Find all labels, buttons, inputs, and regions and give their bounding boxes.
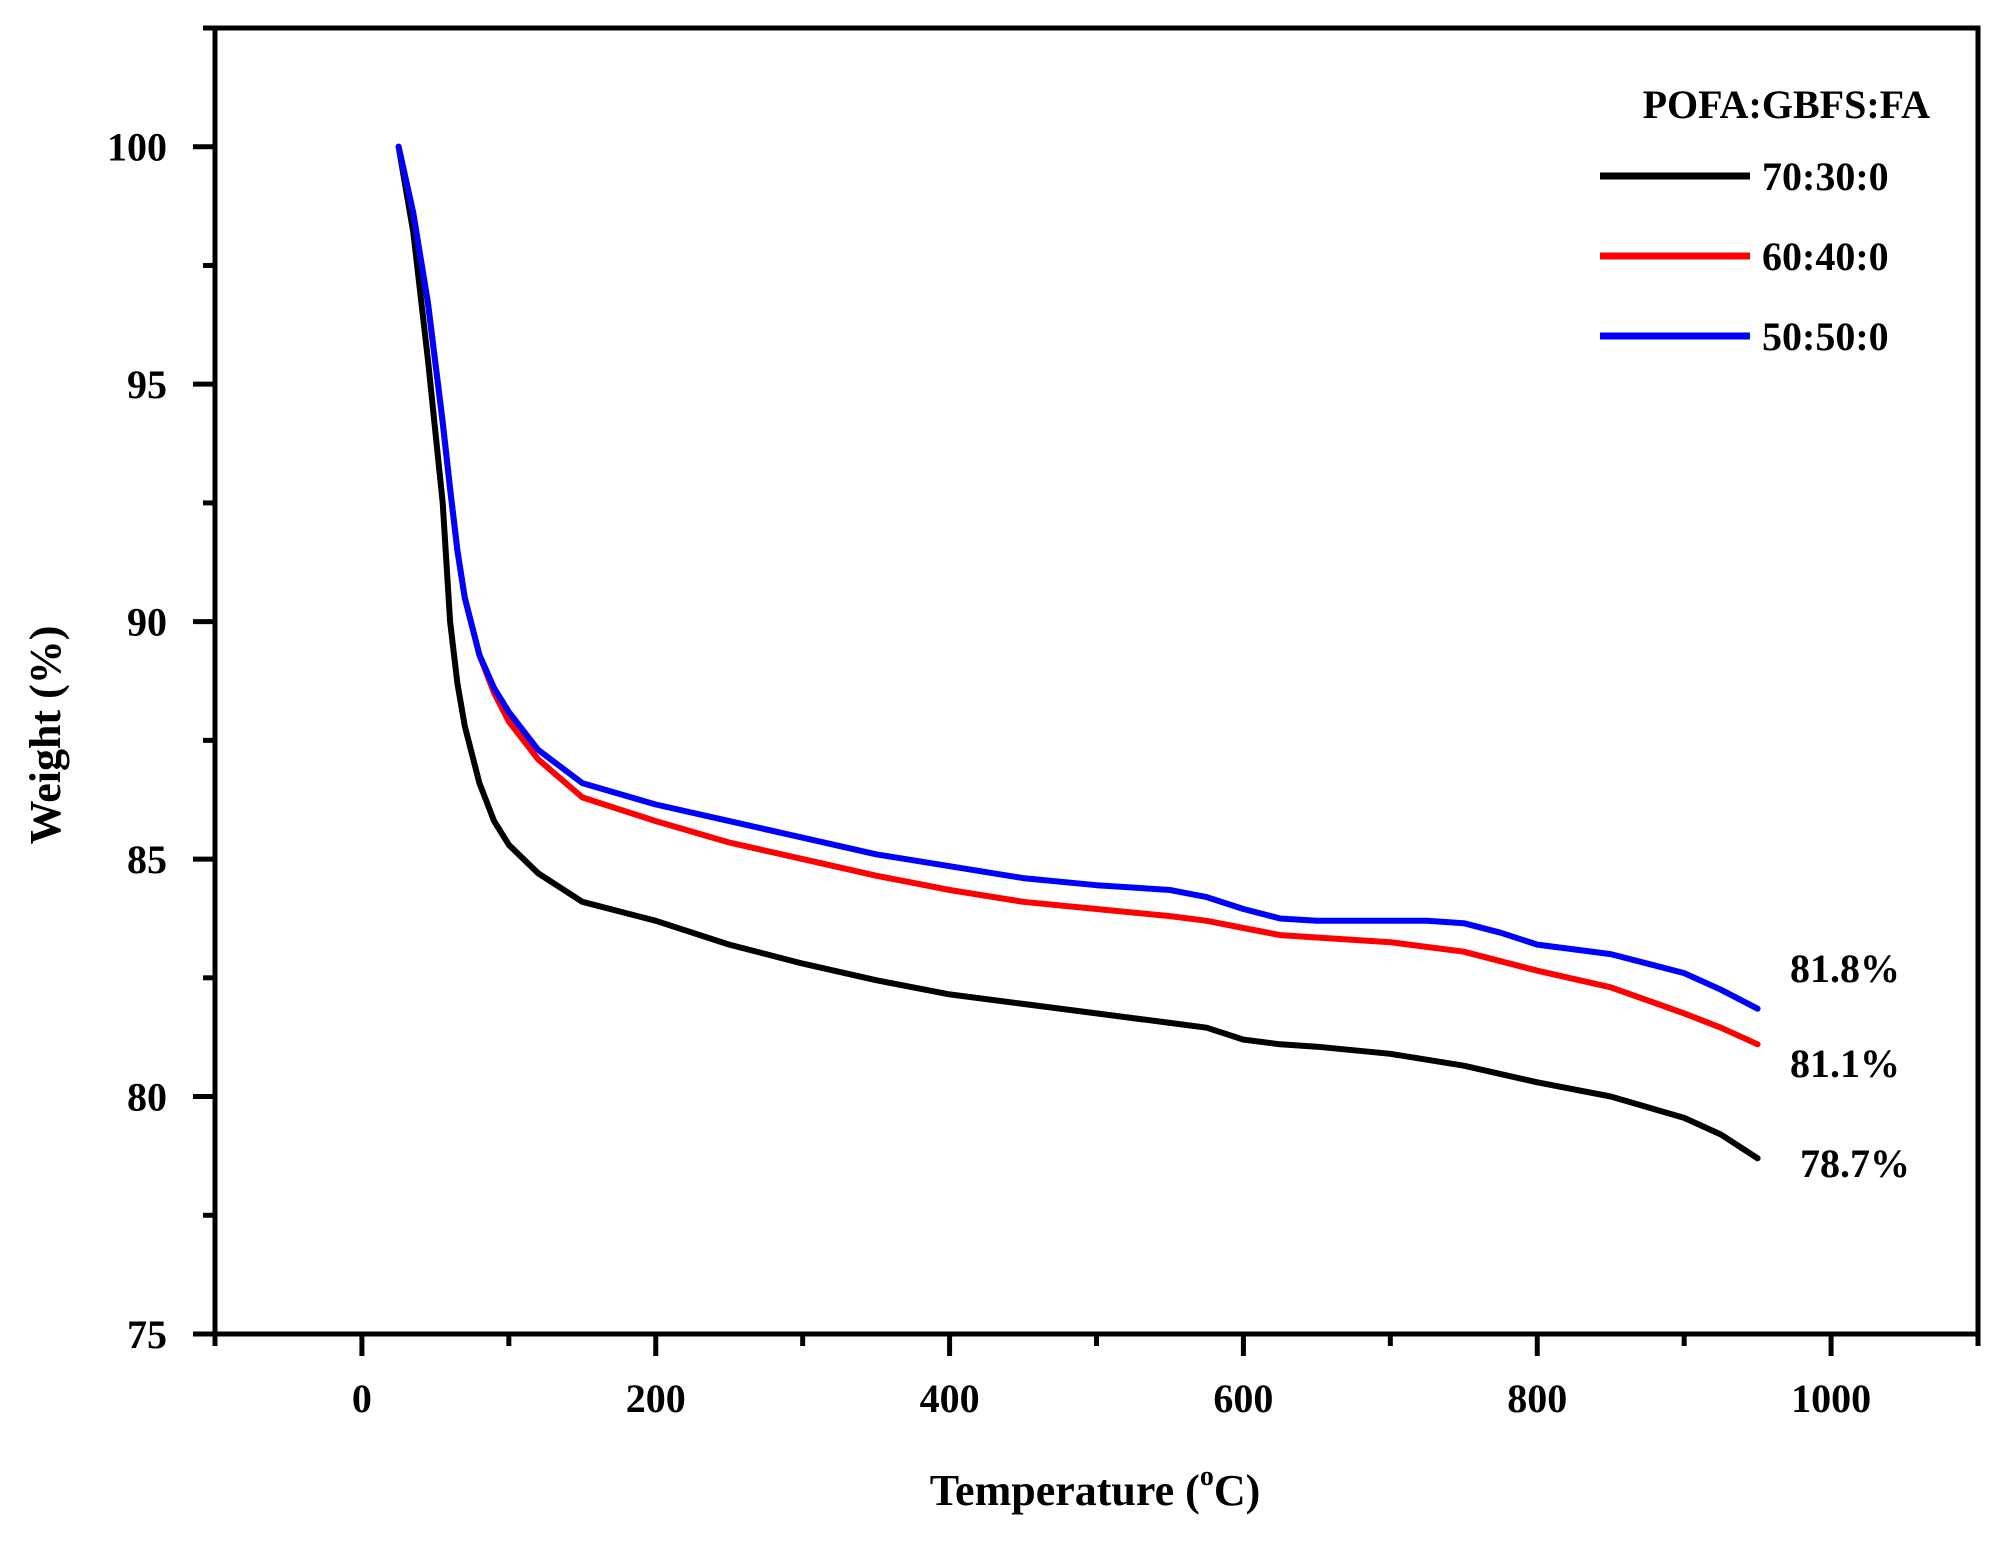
y-tick-label: 95 xyxy=(127,362,167,407)
legend-label-70-30-0: 70:30:0 xyxy=(1762,154,1889,199)
x-tick-label: 400 xyxy=(920,1376,980,1421)
legend-title: POFA:GBFS:FA xyxy=(1643,82,1930,127)
legend-label-60-40-0: 60:40:0 xyxy=(1762,234,1889,279)
legend: POFA:GBFS:FA 70:30:0 60:40:0 50:50:0 xyxy=(1600,82,1930,359)
plot-frame xyxy=(212,25,1981,1337)
x-axis-title: Temperature (oC) xyxy=(930,1461,1261,1515)
y-axis-title: Weight (%) xyxy=(21,626,70,845)
data-series xyxy=(395,143,1761,1162)
y-tick-label: 85 xyxy=(127,837,167,882)
y-axis-ticks: 75 80 85 90 95 100 xyxy=(107,25,215,1357)
series-line-50-50-0 xyxy=(395,143,1761,1012)
y-tick-label: 80 xyxy=(127,1075,167,1120)
y-tick-label: 75 xyxy=(127,1312,167,1357)
legend-label-50-50-0: 50:50:0 xyxy=(1762,314,1889,359)
annotation-50-50-0: 81.8% xyxy=(1790,946,1900,991)
y-tick-label: 100 xyxy=(107,125,167,170)
x-tick-label: 1000 xyxy=(1791,1376,1871,1421)
x-tick-label: 0 xyxy=(352,1376,372,1421)
series-line-70-30-0 xyxy=(395,143,1761,1162)
y-tick-label: 90 xyxy=(127,600,167,645)
x-tick-label: 200 xyxy=(626,1376,686,1421)
x-tick-label: 800 xyxy=(1507,1376,1567,1421)
legend-entries: 70:30:0 60:40:0 50:50:0 xyxy=(1600,154,1889,359)
annotation-70-30-0: 78.7% xyxy=(1800,1141,1910,1186)
annotation-60-40-0: 81.1% xyxy=(1790,1041,1900,1086)
x-tick-label: 600 xyxy=(1213,1376,1273,1421)
end-annotations: 81.8% 81.1% 78.7% xyxy=(1790,946,1910,1186)
